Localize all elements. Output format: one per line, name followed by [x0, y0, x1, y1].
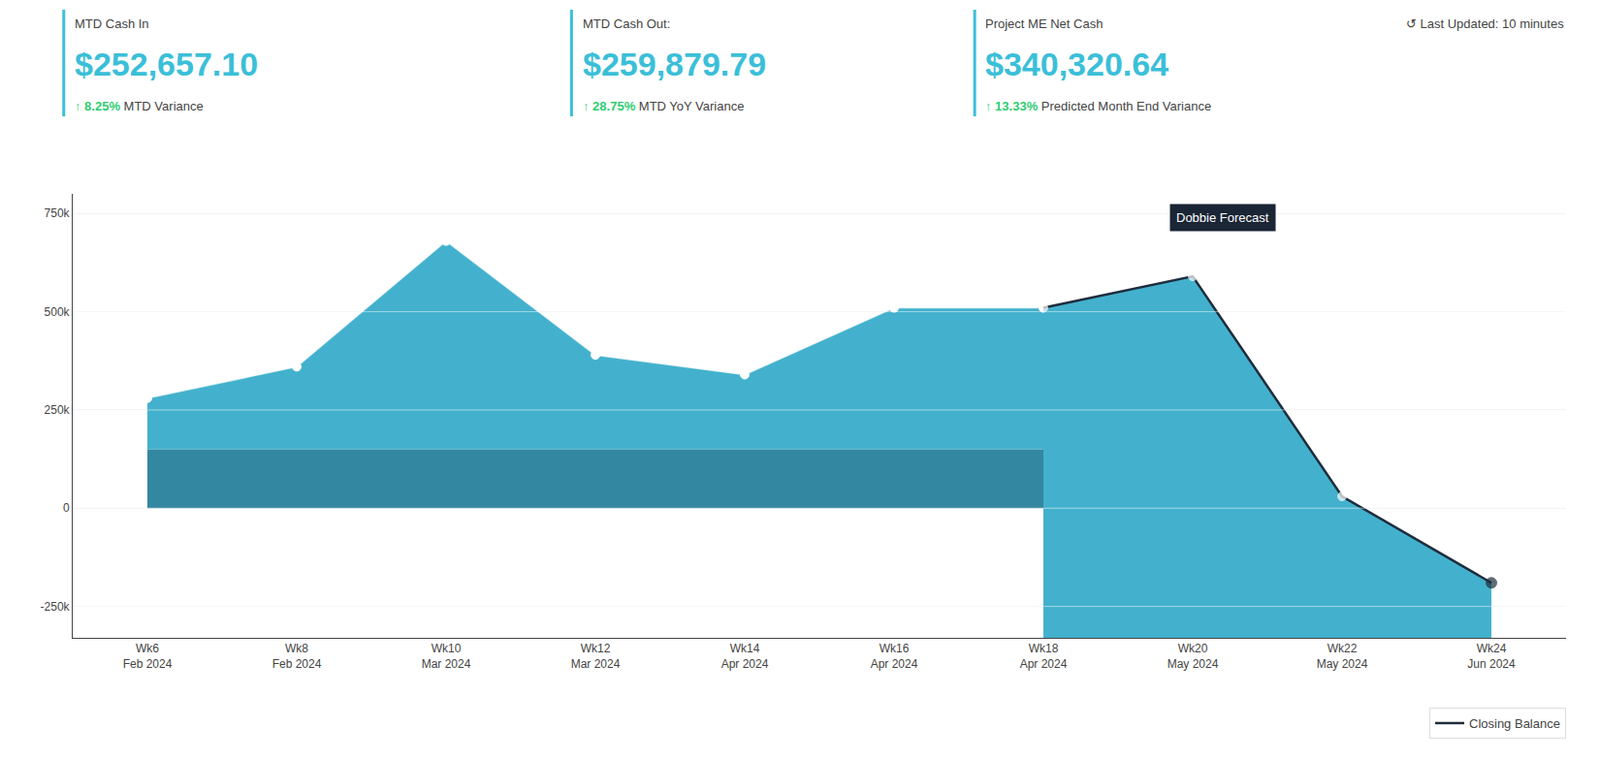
- svg-text:0: 0: [63, 501, 70, 515]
- svg-text:Project ME Net Cash: Project ME Net Cash: [985, 16, 1103, 32]
- svg-text:$259,879.79: $259,879.79: [582, 45, 767, 83]
- svg-text:$252,657.10: $252,657.10: [74, 45, 258, 83]
- svg-text:↑ 28.75% MTD YoY Variance: ↑ 28.75% MTD YoY Variance: [582, 98, 744, 114]
- svg-text:500k: 500k: [44, 305, 71, 320]
- svg-text:Wk6Feb 2024: Wk6Feb 2024: [123, 641, 173, 672]
- svg-text:-250k: -250k: [40, 600, 71, 614]
- svg-text:Wk24Jun 2024: Wk24Jun 2024: [1467, 641, 1516, 672]
- svg-text:Wk18Apr 2024: Wk18Apr 2024: [1020, 641, 1068, 672]
- svg-text:250k: 250k: [44, 403, 71, 417]
- svg-text:$340,320.64: $340,320.64: [985, 45, 1169, 83]
- svg-text:↺ Last Updated: 10 minutes: ↺ Last Updated: 10 minutes: [1406, 16, 1565, 32]
- svg-text:Wk10Mar 2024: Wk10Mar 2024: [421, 641, 472, 672]
- svg-text:Wk12Mar 2024: Wk12Mar 2024: [571, 641, 621, 672]
- svg-text:750k: 750k: [44, 206, 71, 221]
- svg-text:Wk20May 2024: Wk20May 2024: [1167, 641, 1219, 672]
- svg-text:Closing Balance: Closing Balance: [1469, 716, 1561, 732]
- svg-text:Dobbie Forecast: Dobbie Forecast: [1176, 210, 1270, 225]
- svg-text:↑ 8.25% MTD Variance: ↑ 8.25% MTD Variance: [74, 98, 204, 114]
- svg-text:Wk14Apr 2024: Wk14Apr 2024: [721, 641, 769, 672]
- svg-text:MTD Cash In: MTD Cash In: [74, 16, 150, 32]
- svg-text:Wk8Feb 2024: Wk8Feb 2024: [272, 641, 322, 672]
- svg-text:MTD Cash Out:: MTD Cash Out:: [582, 16, 671, 32]
- svg-text:↑ 13.33% Predicted Month End V: ↑ 13.33% Predicted Month End Variance: [985, 98, 1212, 114]
- svg-text:Wk16Apr 2024: Wk16Apr 2024: [870, 641, 919, 672]
- svg-text:Wk22May 2024: Wk22May 2024: [1316, 641, 1369, 672]
